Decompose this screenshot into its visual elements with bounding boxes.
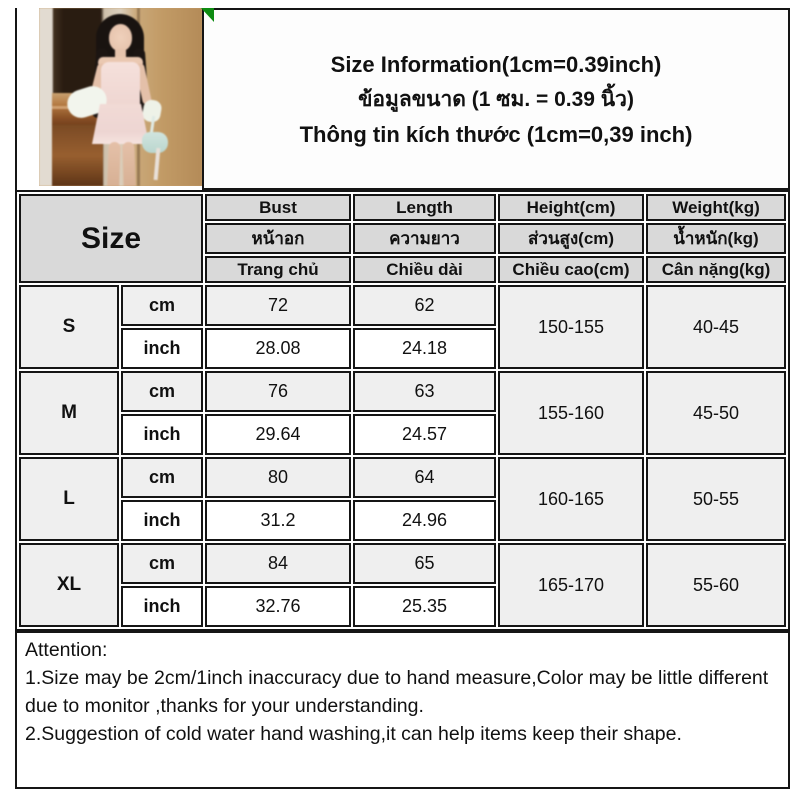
col-length-vi: Chiều dài <box>353 256 496 283</box>
attention-box: Attention: 1.Size may be 2cm/1inch inacc… <box>15 631 790 789</box>
table-row: inch 32.76 25.35 <box>19 586 786 627</box>
xl-length-inch: 25.35 <box>353 586 496 627</box>
xl-height: 165-170 <box>498 543 644 627</box>
attention-note-2: 2.Suggestion of cold water hand washing,… <box>25 723 682 745</box>
size-table: Size Bust Length Height(cm) Weight(kg) ห… <box>17 192 788 629</box>
col-bust-th: หน้าอก <box>205 223 351 254</box>
s-bust-cm: 72 <box>205 285 351 326</box>
l-height: 160-165 <box>498 457 644 541</box>
title-box: Size Information(1cm=0.39inch) ข้อมูลขนา… <box>202 8 790 190</box>
col-weight-th: น้ำหนัก(kg) <box>646 223 786 254</box>
s-height: 150-155 <box>498 285 644 369</box>
col-height-vi: Chiều cao(cm) <box>498 256 644 283</box>
attention-heading: Attention: <box>25 639 108 661</box>
m-weight: 45-50 <box>646 371 786 455</box>
xl-bust-inch: 32.76 <box>205 586 351 627</box>
table-row: inch 29.64 24.57 <box>19 414 786 455</box>
model-face <box>109 24 132 51</box>
unit-inch: inch <box>121 500 203 541</box>
m-height: 155-160 <box>498 371 644 455</box>
m-length-cm: 63 <box>353 371 496 412</box>
m-length-inch: 24.57 <box>353 414 496 455</box>
l-bust-cm: 80 <box>205 457 351 498</box>
size-l: L <box>19 457 119 541</box>
size-s: S <box>19 285 119 369</box>
unit-inch: inch <box>121 414 203 455</box>
l-bust-inch: 31.2 <box>205 500 351 541</box>
xl-weight: 55-60 <box>646 543 786 627</box>
unit-cm: cm <box>121 457 203 498</box>
col-height-en: Height(cm) <box>498 194 644 221</box>
col-weight-en: Weight(kg) <box>646 194 786 221</box>
mint-handbag <box>142 132 168 153</box>
title-vietnamese: Thông tin kích thước (1cm=0,39 inch) <box>299 121 693 147</box>
col-length-th: ความยาว <box>353 223 496 254</box>
pink-dress-bodice <box>101 62 140 108</box>
s-bust-inch: 28.08 <box>205 328 351 369</box>
size-table-wrap: Size Bust Length Height(cm) Weight(kg) ห… <box>15 190 790 631</box>
product-photo-art <box>39 8 202 186</box>
m-bust-cm: 76 <box>205 371 351 412</box>
product-photo <box>39 8 202 186</box>
table-row: inch 28.08 24.18 <box>19 328 786 369</box>
size-info-sheet: Size Information(1cm=0.39inch) ข้อมูลขนา… <box>15 8 790 789</box>
m-bust-inch: 29.64 <box>205 414 351 455</box>
unit-cm: cm <box>121 285 203 326</box>
col-weight-vi: Cân nặng(kg) <box>646 256 786 283</box>
table-row: M cm 76 63 155-160 45-50 <box>19 371 786 455</box>
l-length-inch: 24.96 <box>353 500 496 541</box>
pink-dress-skirt <box>92 104 149 144</box>
l-weight: 50-55 <box>646 457 786 541</box>
model-leg-left <box>107 141 121 186</box>
header-row: Size Information(1cm=0.39inch) ข้อมูลขนา… <box>15 8 790 190</box>
title-english: Size Information(1cm=0.39inch) <box>330 51 662 77</box>
table-row: inch 31.2 24.96 <box>19 500 786 541</box>
table-row: L cm 80 64 160-165 50-55 <box>19 457 786 541</box>
col-length-en: Length <box>353 194 496 221</box>
model-leg-right <box>122 141 136 186</box>
table-row: XL cm 84 65 165-170 55-60 <box>19 543 786 627</box>
unit-inch: inch <box>121 328 203 369</box>
unit-inch: inch <box>121 586 203 627</box>
s-weight: 40-45 <box>646 285 786 369</box>
attention-note-1: 1.Size may be 2cm/1inch inaccuracy due t… <box>25 667 769 717</box>
col-bust-vi: Trang chủ <box>205 256 351 283</box>
s-length-inch: 24.18 <box>353 328 496 369</box>
l-length-cm: 64 <box>353 457 496 498</box>
header-row-english: Size Bust Length Height(cm) Weight(kg) <box>19 194 786 283</box>
title-thai: ข้อมูลขนาด (1 ซม. = 0.39 นิ้ว) <box>358 87 634 111</box>
unit-cm: cm <box>121 543 203 584</box>
unit-cm: cm <box>121 371 203 412</box>
xl-bust-cm: 84 <box>205 543 351 584</box>
s-length-cm: 62 <box>353 285 496 326</box>
size-m: M <box>19 371 119 455</box>
header-row-thai: หน้าอก ความยาว ส่วนสูง(cm) น้ำหนัก(kg) <box>19 223 786 254</box>
size-corner-cell: Size <box>19 194 203 283</box>
size-xl: XL <box>19 543 119 627</box>
table-row: S cm 72 62 150-155 40-45 <box>19 285 786 369</box>
model-neck <box>115 49 126 59</box>
photo-cell <box>15 8 202 190</box>
col-bust-en: Bust <box>205 194 351 221</box>
xl-length-cm: 65 <box>353 543 496 584</box>
col-height-th: ส่วนสูง(cm) <box>498 223 644 254</box>
header-row-vietnamese: Trang chủ Chiều dài Chiều cao(cm) Cân nặ… <box>19 256 786 283</box>
